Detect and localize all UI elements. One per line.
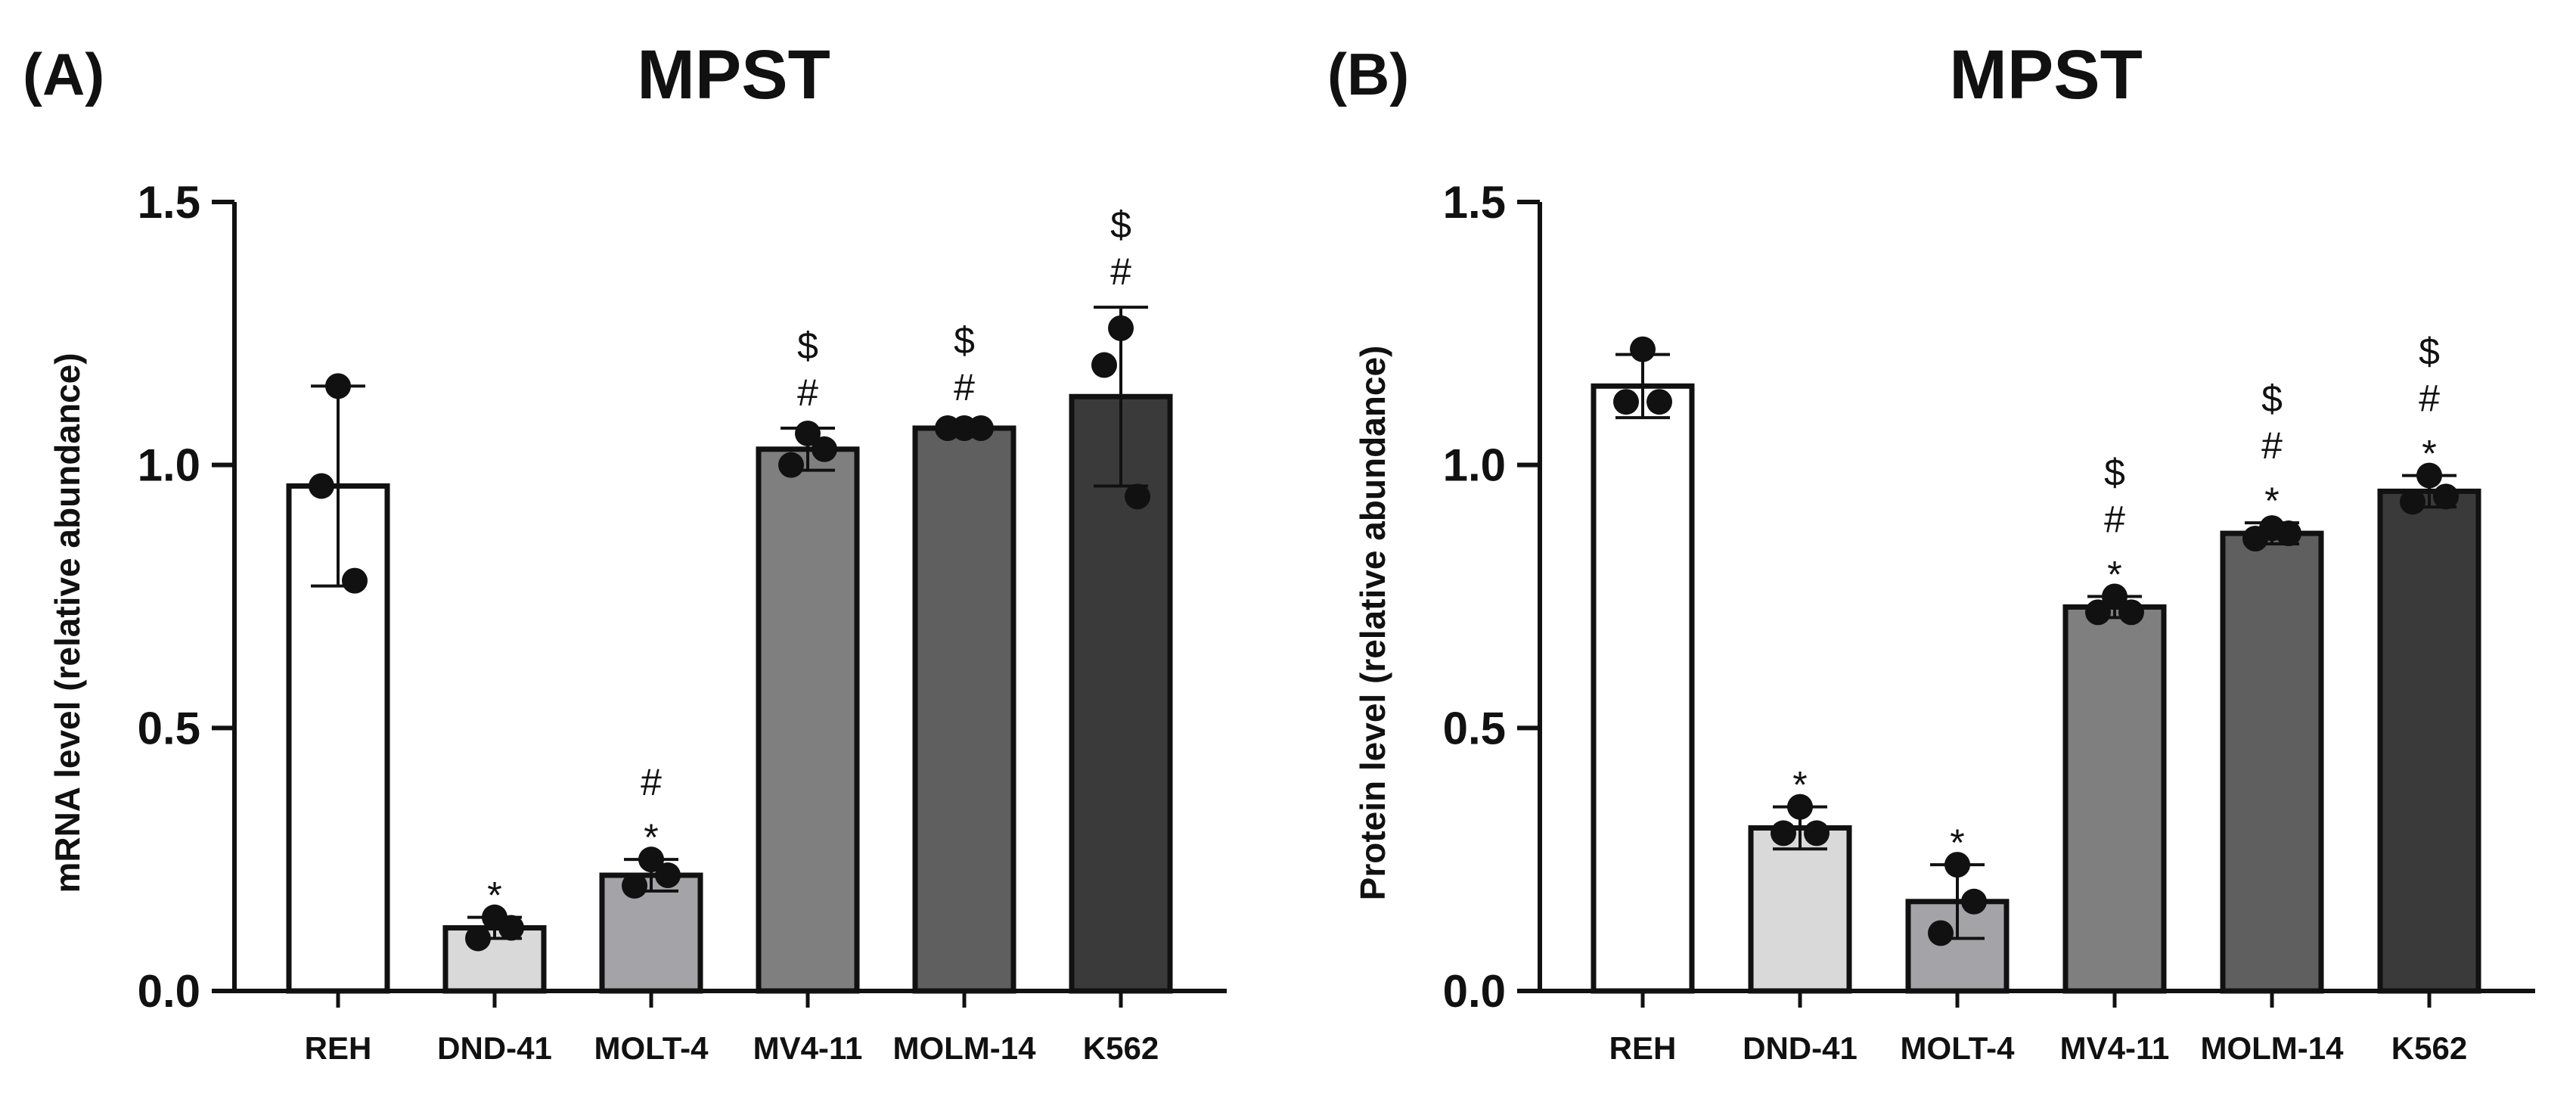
data-point (1804, 820, 1830, 846)
significance-mark: * (2422, 433, 2436, 475)
y-axis-label: Protein level (relative abundance) (1353, 346, 1392, 901)
significance-mark: * (1792, 764, 1807, 806)
data-point (2102, 583, 2128, 610)
bar (2062, 604, 2167, 994)
bar (912, 425, 1016, 994)
x-tick-label: MV4-11 (2060, 1030, 2170, 1066)
x-tick-label: MOLM-14 (2201, 1030, 2345, 1066)
y-tick-label: 0.5 (1443, 703, 1506, 753)
x-tick-label: REH (1609, 1030, 1677, 1066)
data-point (638, 846, 664, 873)
bar (599, 872, 703, 994)
bar (2220, 530, 2324, 994)
data-point (309, 473, 334, 499)
significance-mark: * (487, 874, 501, 917)
bar (1591, 383, 1695, 994)
data-point (655, 862, 681, 889)
data-point (2276, 520, 2301, 547)
data-point (622, 872, 647, 899)
y-tick-label: 1.5 (1443, 177, 1506, 228)
data-point (1961, 888, 1987, 915)
significance-mark: # (641, 761, 662, 803)
significance-mark: * (2107, 554, 2121, 596)
data-point (1771, 820, 1796, 846)
data-point (812, 436, 837, 462)
data-point (2433, 483, 2459, 510)
data-point (1630, 336, 1656, 362)
significance-mark: * (644, 816, 658, 859)
significance-mark: # (2104, 499, 2125, 541)
data-point (1787, 794, 1813, 820)
chart-title: MPST (637, 36, 830, 113)
data-point (935, 415, 961, 441)
significance-mark: # (2419, 377, 2440, 420)
significance-mark: * (2264, 480, 2279, 522)
data-point (465, 925, 491, 952)
chart-panel-b: (B) MPST Protein level (relative abundance… (1327, 36, 2535, 1066)
data-point (325, 373, 351, 399)
data-point (2118, 599, 2144, 626)
significance-mark: # (954, 366, 975, 408)
data-point (1944, 852, 1970, 878)
data-point (1125, 483, 1150, 510)
significance-mark: $ (797, 325, 818, 367)
chart-title: MPST (1949, 36, 2143, 113)
data-point (2085, 599, 2111, 626)
significance-mark: $ (1110, 203, 1131, 246)
y-tick-label: 0.5 (138, 703, 200, 753)
x-tick-label: K562 (1083, 1030, 1159, 1066)
data-point (1613, 389, 1639, 415)
x-tick-label: K562 (2391, 1030, 2467, 1066)
data-point (2242, 526, 2268, 552)
x-tick-label: MOLT-4 (1901, 1030, 2016, 1066)
data-point (1091, 352, 1117, 378)
data-point (2416, 462, 2442, 489)
significance-mark: # (797, 371, 818, 414)
y-tick-label: 1.5 (138, 177, 200, 228)
data-point (1928, 920, 1954, 946)
x-tick-label: MOLM-14 (893, 1030, 1037, 1066)
data-point (1108, 315, 1134, 341)
x-tick-label: DND-41 (1743, 1030, 1858, 1066)
panel-label: (A) (23, 41, 104, 107)
significance-mark: $ (954, 319, 975, 362)
significance-mark: $ (2104, 452, 2125, 494)
data-point (342, 567, 368, 594)
data-point (968, 415, 994, 441)
data-point (778, 452, 804, 478)
bar (1748, 825, 1852, 994)
data-point (498, 915, 524, 941)
x-tick-label: DND-41 (437, 1030, 552, 1066)
y-tick-label: 1.0 (1443, 440, 1506, 491)
data-point (2400, 489, 2425, 515)
significance-mark: $ (2261, 377, 2283, 420)
bar (1069, 393, 1173, 994)
data-point (1646, 389, 1672, 415)
data-point (795, 420, 821, 446)
panel-label: (B) (1327, 41, 1409, 107)
x-tick-label: MV4-11 (753, 1030, 863, 1066)
bar (2377, 488, 2481, 994)
bar (756, 446, 860, 994)
x-tick-label: MOLT-4 (594, 1030, 709, 1066)
significance-mark: * (1950, 822, 1964, 864)
y-tick-label: 0.0 (1443, 966, 1506, 1017)
significance-mark: # (1110, 250, 1131, 293)
chart-panel-a: (A) MPST mRNA level (relative abundance) 0.… (23, 36, 1227, 1066)
x-tick-label: REH (305, 1030, 372, 1066)
y-axis-label: mRNA level (relative abundance) (48, 353, 87, 893)
significance-mark: $ (2419, 331, 2440, 373)
y-tick-label: 0.0 (138, 966, 200, 1017)
y-tick-label: 1.0 (138, 440, 200, 491)
significance-mark: # (2261, 424, 2283, 467)
